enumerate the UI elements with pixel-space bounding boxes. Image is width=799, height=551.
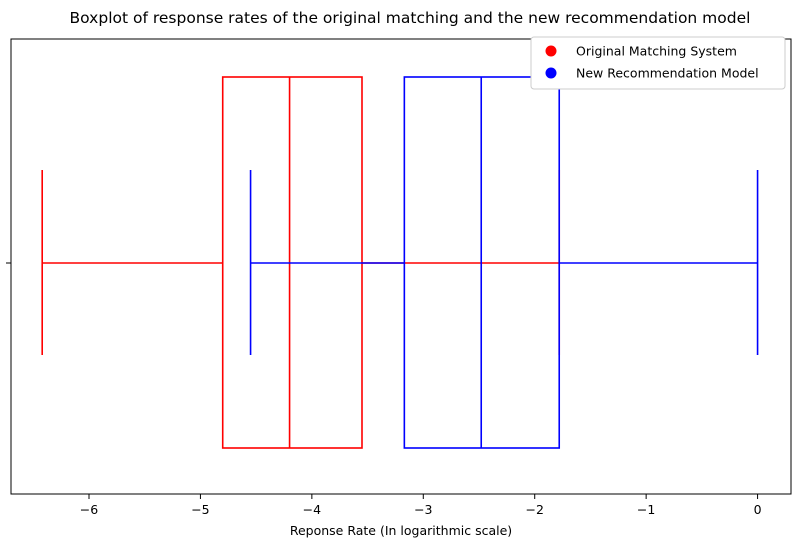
x-tick-label: −6 (80, 502, 98, 517)
x-axis-ticks: −6 −5 −4 −3 −2 −1 0 (80, 494, 762, 517)
legend-frame (530, 36, 786, 90)
legend-label-new: New Recommendation Model (576, 66, 759, 81)
box-series-1 (249, 76, 759, 449)
legend-marker-original (545, 45, 557, 57)
x-tick-label: 0 (754, 502, 762, 517)
x-tick-label: −3 (414, 502, 432, 517)
x-tick-label: −2 (525, 502, 543, 517)
plot-frame (10, 38, 792, 495)
boxes-layer (41, 76, 759, 449)
legend-marker-new (545, 67, 557, 79)
x-tick-label: −5 (191, 502, 209, 517)
legend-label-original: Original Matching System (576, 44, 737, 59)
x-tick-label: −1 (637, 502, 655, 517)
legend: Original Matching System New Recommendat… (530, 36, 786, 90)
chart-title: Boxplot of response rates of the origina… (70, 9, 751, 27)
x-axis-label: Reponse Rate (In logarithmic scale) (290, 523, 512, 538)
x-tick-label: −4 (303, 502, 321, 517)
